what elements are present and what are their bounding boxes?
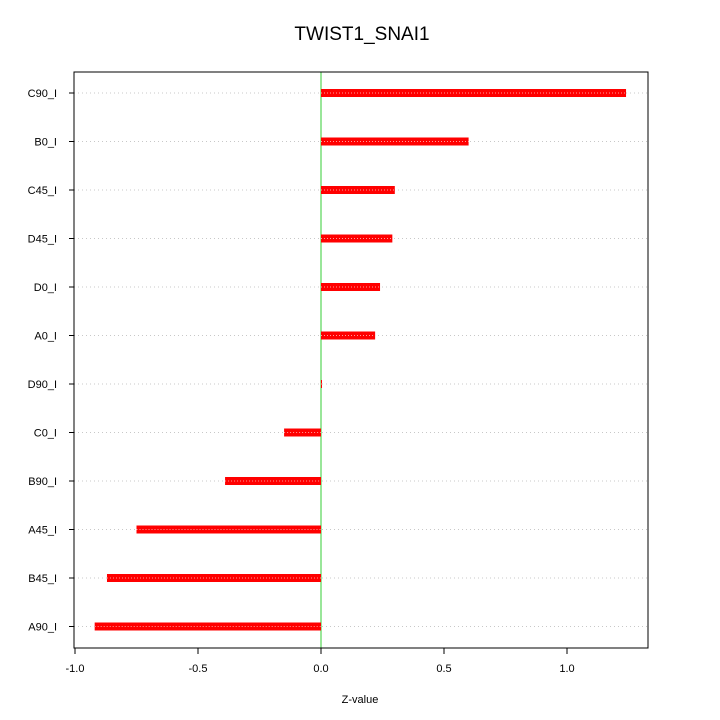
x-axis-label: Z-value: [342, 694, 379, 706]
bar: [106, 574, 321, 582]
bar: [321, 89, 627, 97]
bar: [94, 622, 322, 631]
grid-lines: [74, 92, 648, 627]
y-axis: C90_I B0_I C45_I D45_I D0_I A0_I D90_I C0_I B90_…: [28, 88, 74, 634]
bar: [321, 234, 393, 243]
bars: [94, 89, 627, 631]
y-tick-label: A0_I: [34, 331, 57, 343]
bar: [136, 525, 321, 534]
bar: [225, 477, 321, 485]
x-tick-label: 1.0: [559, 663, 574, 675]
y-tick-label: A90_I: [28, 622, 57, 634]
plot-frame: [73, 71, 649, 649]
bar: [321, 283, 381, 291]
y-tick-label: C90_I: [28, 88, 57, 100]
y-tick-label: C45_I: [28, 185, 57, 197]
x-tick-label: -0.5: [189, 663, 208, 675]
y-tick-label: B45_I: [28, 573, 57, 585]
x-axis: -1.0 -0.5 0.0 0.5 1.0: [66, 647, 575, 675]
x-tick-label: 0.0: [313, 663, 328, 675]
y-tick-label: A45_I: [28, 525, 57, 537]
y-tick-label: B90_I: [28, 476, 57, 488]
y-tick-label: B0_I: [34, 137, 57, 149]
chart-title: TWIST1_SNAI1: [294, 24, 429, 45]
bar: [321, 137, 469, 146]
y-tick-label: D45_I: [28, 234, 57, 246]
x-tick-label: -1.0: [66, 663, 85, 675]
y-tick-label: D90_I: [28, 379, 57, 391]
y-tick-label: C0_I: [34, 428, 57, 440]
x-tick-label: 0.5: [436, 663, 451, 675]
y-tick-label: D0_I: [34, 282, 57, 294]
